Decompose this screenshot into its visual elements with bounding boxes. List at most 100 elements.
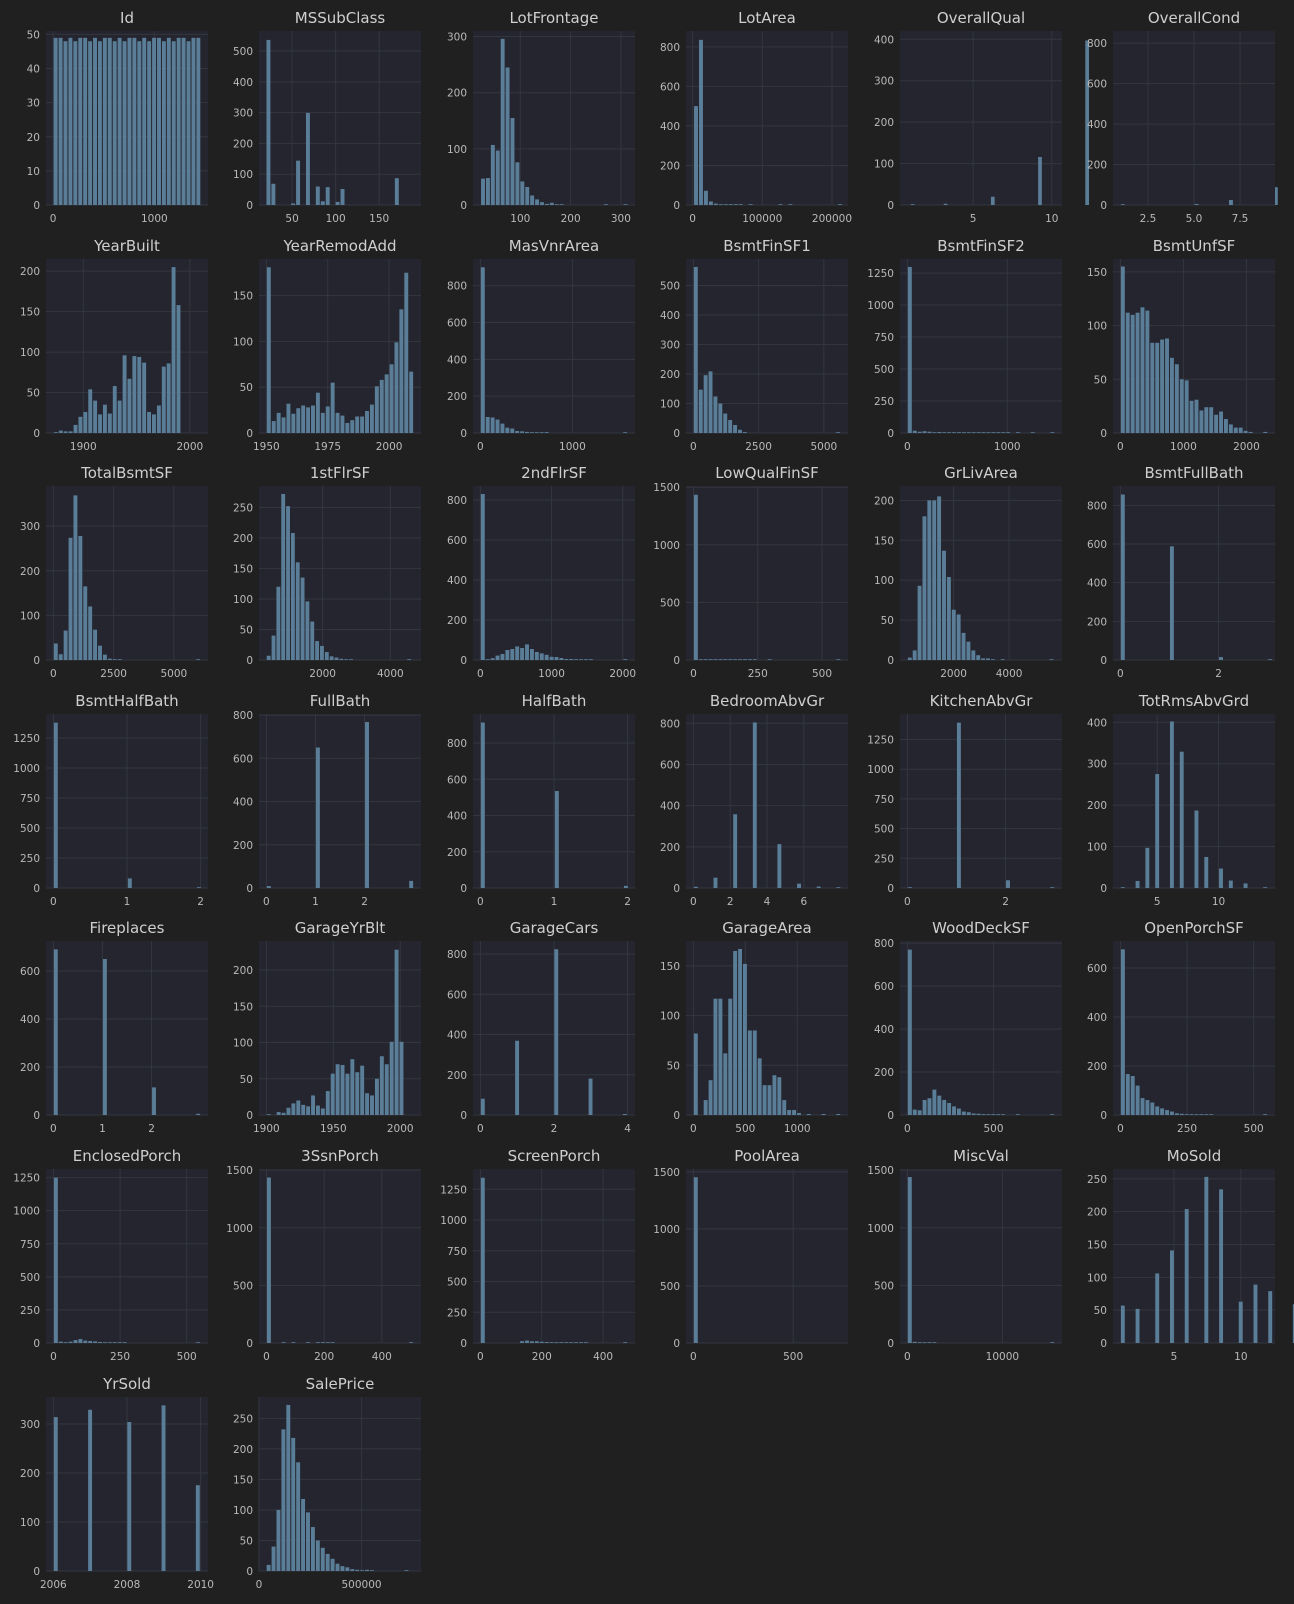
y-tick-label: 1250 xyxy=(13,733,40,745)
y-tick-label: 500 xyxy=(20,1272,40,1284)
histogram-bar xyxy=(78,535,83,660)
histogram-bar xyxy=(515,646,520,660)
y-tick-label: 200 xyxy=(233,533,253,545)
histogram-bar xyxy=(698,659,703,660)
y-tick-label: 800 xyxy=(447,495,467,507)
histogram-bar xyxy=(315,1105,320,1115)
histogram-bar xyxy=(306,1512,310,1571)
histogram-bar xyxy=(370,1095,374,1115)
histogram-bar xyxy=(58,654,63,660)
y-tick-label: 200 xyxy=(1087,1061,1107,1073)
y-tick-label: 500 xyxy=(447,1277,467,1289)
histogram-bar xyxy=(147,41,152,206)
histogram-bar xyxy=(520,648,525,660)
histogram-BedroomAbvGr: 0 2 4 6 0 200 400 600 800 BedroomAbvGr xyxy=(660,692,848,908)
histogram-bar xyxy=(1006,880,1010,888)
histogram-bar xyxy=(166,37,171,205)
histogram-bar xyxy=(409,1342,414,1343)
histogram-bar xyxy=(1135,312,1140,433)
x-tick-label: 0 xyxy=(690,441,697,453)
y-tick-label: 0 xyxy=(246,1338,253,1350)
histogram-WoodDeckSF: 0 500 0 200 400 600 800 WoodDeckSF xyxy=(874,919,1062,1135)
histogram-bar xyxy=(588,1078,593,1115)
histogram-bar xyxy=(166,363,171,433)
y-tick-label: 400 xyxy=(20,1014,40,1026)
y-tick-label: 200 xyxy=(233,840,253,852)
histogram-bar xyxy=(836,659,841,660)
histogram-bar xyxy=(723,413,728,433)
y-tick-label: 50 xyxy=(27,388,40,400)
histogram-bar xyxy=(1292,1304,1294,1343)
histogram-bar xyxy=(344,659,349,660)
histogram-bar xyxy=(1130,314,1135,433)
histogram-bar xyxy=(1243,430,1248,433)
histogram-bar xyxy=(490,658,495,660)
x-tick-label: 250 xyxy=(1177,1123,1197,1135)
histogram-bar xyxy=(291,1437,296,1571)
histogram-bar xyxy=(161,1405,166,1571)
y-tick-label: 1000 xyxy=(867,1223,894,1235)
histogram-bar xyxy=(142,37,147,205)
histogram-bar xyxy=(951,609,956,660)
histogram-bar xyxy=(728,998,733,1115)
y-tick-label: 200 xyxy=(447,1070,467,1082)
histogram-bar xyxy=(329,656,334,660)
histogram-bar xyxy=(693,1033,698,1115)
histogram-bar xyxy=(544,1342,549,1343)
histogram-bar xyxy=(325,1342,330,1343)
y-tick-label: 1000 xyxy=(653,1224,680,1236)
histogram-bar xyxy=(991,432,996,433)
y-tick-label: 400 xyxy=(660,801,680,813)
histogram-bar xyxy=(525,1340,529,1343)
y-tick-label: 1500 xyxy=(653,1167,680,1179)
histogram-bar xyxy=(335,1064,340,1115)
chart-title: WoodDeckSF xyxy=(932,919,1030,937)
histogram-bar xyxy=(330,382,335,433)
y-tick-label: 500 xyxy=(20,823,40,835)
x-tick-label: 0 xyxy=(50,668,57,680)
histogram-bar xyxy=(315,747,320,888)
plot-area xyxy=(259,1169,421,1343)
histogram-bar xyxy=(579,1342,583,1343)
histogram-bar xyxy=(68,1341,73,1343)
chart-title: ScreenPorch xyxy=(508,1147,601,1165)
histogram-EnclosedPorch: 0 250 500 0 250 500 750 1000 1250 EnclosedPorch xyxy=(13,1147,208,1363)
plot-area xyxy=(900,714,1062,888)
histogram-bar xyxy=(917,585,922,660)
y-tick-label: 300 xyxy=(447,32,467,44)
histogram-bar xyxy=(1140,1098,1145,1115)
y-tick-label: 100 xyxy=(233,594,253,606)
histogram-bar xyxy=(1238,427,1243,433)
histogram-bar xyxy=(747,659,752,660)
histogram-bar xyxy=(306,1106,311,1115)
y-tick-label: 0 xyxy=(673,883,680,895)
plot-area xyxy=(46,1169,208,1343)
histogram-bar xyxy=(806,1114,811,1115)
y-tick-label: 200 xyxy=(874,117,894,129)
histogram-bar xyxy=(171,41,176,206)
histogram-bar xyxy=(171,267,176,433)
x-tick-label: 0 xyxy=(690,668,697,680)
y-tick-label: 200 xyxy=(233,965,253,977)
histogram-bar xyxy=(505,67,510,205)
histogram-bar xyxy=(623,204,628,205)
histogram-bar xyxy=(98,1341,102,1343)
histogram-bar xyxy=(554,1342,559,1343)
histogram-bar xyxy=(549,656,554,660)
y-tick-label: 500 xyxy=(874,824,894,836)
histogram-bar xyxy=(276,412,281,433)
histogram-bar xyxy=(564,659,569,660)
plot-area xyxy=(1113,714,1275,888)
y-tick-label: 400 xyxy=(447,575,467,587)
histogram-bar xyxy=(132,37,137,205)
x-tick-label: 2500 xyxy=(100,668,127,680)
histogram-bar xyxy=(186,41,191,206)
histogram-bar xyxy=(83,37,88,205)
histogram-bar xyxy=(345,422,350,433)
y-tick-label: 1000 xyxy=(653,540,680,552)
y-tick-label: 150 xyxy=(874,535,894,547)
histogram-bar xyxy=(947,1102,952,1115)
chart-title: GarageYrBlt xyxy=(295,919,386,937)
histogram-TotalBsmtSF: 0 2500 5000 0 100 200 300 TotalBsmtSF xyxy=(20,464,208,680)
x-tick-label: 2 xyxy=(551,1123,558,1135)
